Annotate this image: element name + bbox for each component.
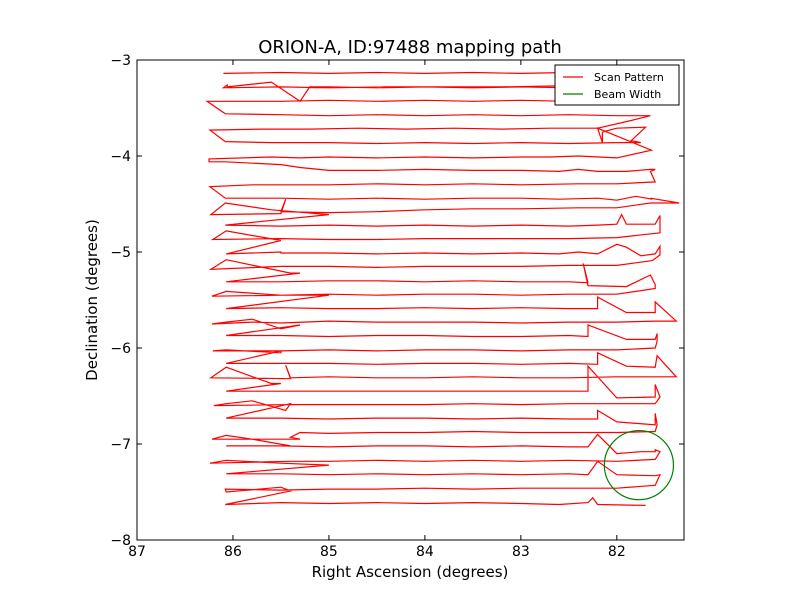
x-axis-label: Right Ascension (degrees) [312, 563, 509, 581]
data-layer [205, 71, 680, 506]
y-tick-label: −7 [110, 437, 131, 453]
plot-frame [136, 59, 685, 541]
y-tick-label: −8 [110, 533, 131, 549]
legend-entry-label: Beam Width [594, 88, 661, 101]
y-tick-label: −3 [110, 53, 131, 69]
x-tick-label: 84 [416, 544, 434, 560]
x-tick-label: 82 [608, 544, 626, 560]
chart-title: ORION-A, ID:97488 mapping path [258, 37, 562, 58]
scan-pattern-line [205, 71, 680, 506]
x-axis: 87 86 85 84 83 82 [128, 60, 626, 560]
legend-entry-label: Scan Pattern [594, 71, 664, 84]
y-axis: −3 −4 −5 −6 −7 −8 [110, 53, 684, 549]
legend-box [554, 64, 680, 106]
x-tick-label: 86 [224, 544, 242, 560]
x-tick-label: 83 [512, 544, 530, 560]
y-tick-label: −4 [110, 149, 131, 165]
beam-width-circle [603, 429, 675, 501]
x-tick-label: 87 [128, 544, 146, 560]
y-axis-label: Declination (degrees) [83, 219, 101, 381]
y-tick-label: −5 [110, 245, 131, 261]
x-tick-label: 85 [320, 544, 338, 560]
y-tick-label: −6 [110, 341, 131, 357]
legend: Scan Pattern Beam Width [554, 64, 680, 106]
